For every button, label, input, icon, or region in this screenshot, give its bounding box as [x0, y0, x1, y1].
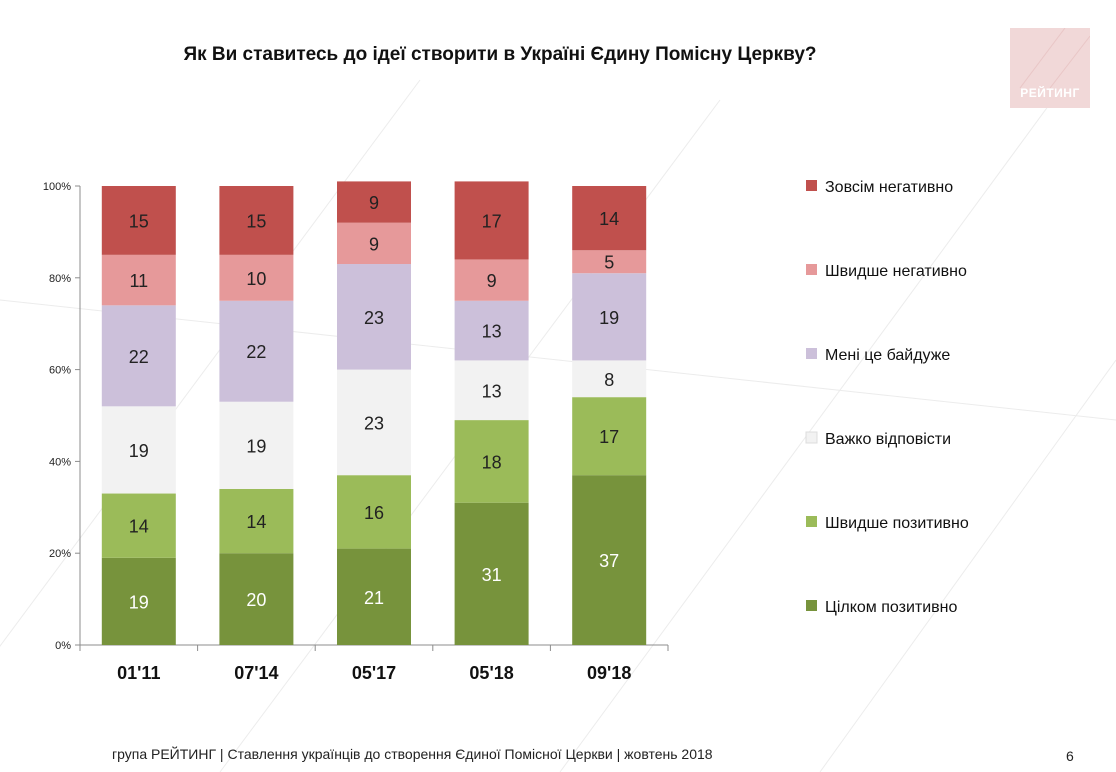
category-label: 09'18 [587, 663, 631, 683]
bar-segment [337, 181, 411, 223]
legend-swatch [806, 600, 817, 611]
data-label: 9 [369, 234, 379, 254]
bar-segment [101, 493, 176, 558]
bar-segment [101, 406, 176, 494]
bar-segment [337, 369, 411, 476]
bar-segment [219, 553, 294, 645]
data-label: 18 [482, 452, 502, 472]
data-label: 17 [482, 211, 502, 231]
bar-segment [101, 186, 176, 255]
rating-logo: РЕЙТИНГ [1010, 28, 1090, 108]
category-label: 01'11 [117, 663, 160, 683]
data-label: 20 [246, 590, 266, 610]
logo-pattern-icon [1019, 28, 1090, 88]
data-label: 5 [604, 253, 614, 273]
data-label: 19 [129, 592, 149, 612]
data-label: 14 [129, 517, 149, 537]
data-label: 31 [482, 565, 502, 585]
bar-segment [101, 305, 176, 407]
bar-segment [101, 254, 176, 306]
stacked-bar-chart: 0% 20% 40% 60% 80% 100% 19 14 19 22 11 15 01'11 20 14 1… [43, 179, 969, 683]
y-tick-label: 40% [49, 456, 71, 468]
legend-swatch [806, 516, 817, 527]
bar-segment [572, 360, 647, 398]
data-label: 23 [364, 308, 384, 328]
data-label: 10 [246, 269, 266, 289]
bar-segment [572, 475, 647, 645]
category-label: 05'18 [469, 663, 513, 683]
bar-segment [454, 502, 529, 645]
bar-segment [337, 264, 411, 370]
legend-label: Швидше позитивно [825, 515, 969, 532]
data-label: 13 [482, 381, 502, 401]
page-number: 6 [1066, 748, 1074, 764]
bar-segment [454, 259, 529, 301]
data-label: 15 [246, 211, 266, 231]
y-tick-label: 100% [43, 181, 71, 193]
data-label: 37 [599, 551, 619, 571]
data-label: 14 [246, 512, 266, 532]
bar-segment [219, 186, 294, 255]
data-label: 21 [364, 588, 384, 608]
legend-swatch [806, 264, 817, 275]
legend-label: Важко відповісти [825, 431, 951, 448]
data-label: 14 [599, 209, 619, 229]
category-label: 05'17 [352, 663, 396, 683]
legend-label: Мені це байдуже [825, 347, 950, 364]
data-label: 17 [599, 427, 619, 447]
bar-segment [219, 254, 294, 301]
bar-segment [219, 401, 294, 489]
bar-segment [572, 397, 647, 476]
footer-text: група РЕЙТИНГ | Ставлення українців до с… [112, 746, 713, 762]
data-label: 19 [599, 308, 619, 328]
data-label: 19 [246, 436, 266, 456]
data-label: 22 [246, 342, 266, 362]
data-label: 8 [604, 370, 614, 390]
bar-segment [454, 181, 529, 260]
data-label: 9 [487, 271, 497, 291]
legend-swatch [806, 348, 817, 359]
y-tick-label: 60% [49, 365, 71, 377]
bar-segment [572, 250, 647, 274]
category-label: 07'14 [234, 663, 278, 683]
bar-segment [219, 300, 294, 402]
bar-segment [337, 475, 411, 549]
bar-segment [337, 222, 411, 265]
bar-segment [219, 488, 294, 554]
data-label: 13 [482, 322, 502, 342]
legend-swatch [805, 431, 818, 444]
data-label: 23 [364, 413, 384, 433]
bar-segment [454, 360, 529, 421]
legend-swatch [806, 180, 817, 191]
legend-label: Зовсім негативно [825, 179, 953, 196]
data-label: 19 [129, 441, 149, 461]
logo-text: РЕЙТИНГ [1020, 86, 1080, 100]
data-label: 9 [369, 193, 379, 213]
y-tick-label: 80% [49, 273, 71, 285]
data-label: 16 [364, 503, 384, 523]
page-title: Як Ви ставитесь до ідеї створити в Украї… [183, 44, 817, 65]
bar-segment [337, 548, 411, 645]
bar-segment [572, 186, 647, 251]
data-label: 11 [129, 271, 148, 291]
y-tick-label: 0% [55, 640, 71, 652]
data-label: 22 [129, 347, 149, 367]
bar-segment [572, 273, 647, 361]
bar-segment [454, 300, 529, 361]
legend-label: Цілком позитивно [825, 599, 958, 616]
bar-segment [101, 557, 176, 645]
y-tick-label: 20% [49, 548, 71, 560]
data-label: 15 [129, 211, 149, 231]
legend-label: Швидше негативно [825, 263, 967, 280]
bar-segment [454, 420, 529, 503]
